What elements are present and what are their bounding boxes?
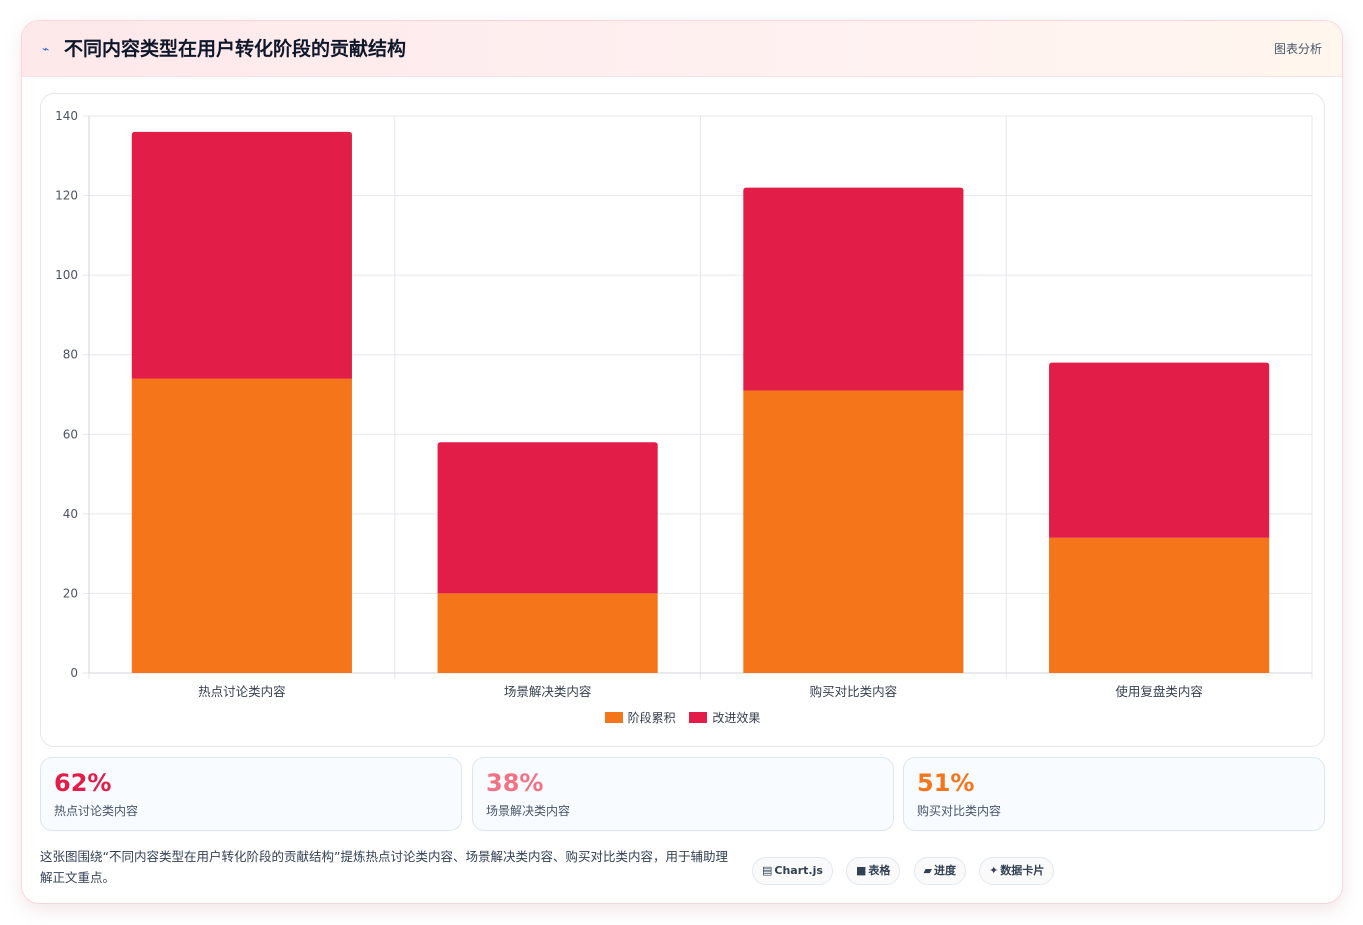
stat-card-2: 51% 购买对比类内容 xyxy=(903,757,1325,831)
chip-label: 表格 xyxy=(868,864,891,877)
table-icon: ■ xyxy=(856,864,867,877)
x-tick-label: 购买对比类内容 xyxy=(810,684,898,699)
x-tick-label: 热点讨论类内容 xyxy=(198,684,286,699)
stacked-bar-chart: 0 20 40 60 80 100 120 140 热点讨论类内容 场景解决类内容 购买对比类内容 使… xyxy=(55,109,1313,699)
chip-data-card[interactable]: ✦ 数据卡片 xyxy=(979,857,1055,885)
stat-value-1: 38% xyxy=(486,769,544,797)
bar-0-2 xyxy=(743,390,964,673)
y-tick-label: 20 xyxy=(63,586,78,600)
progress-icon: ▰ xyxy=(923,864,932,877)
chart-line-icon: ⌁ xyxy=(42,42,50,56)
legend-label-series-1: 改进效果 xyxy=(712,711,761,725)
tag-chips: ▤ Chart.js ■ 表格 ▰ 进度 ✦ 数据卡片 xyxy=(752,857,1062,885)
y-tick-label: 100 xyxy=(55,268,78,282)
legend-item-series-1[interactable]: 改进效果 xyxy=(689,709,760,726)
chip-label: Chart.js xyxy=(774,864,823,877)
bar-1-2 xyxy=(743,187,964,391)
stat-label-2: 购买对比类内容 xyxy=(917,804,1002,818)
bar-1-3 xyxy=(1049,362,1270,538)
stat-card-1: 38% 场景解决类内容 xyxy=(472,757,894,831)
chart-panel: 0 20 40 60 80 100 120 140 热点讨论类内容 场景解决类内容 购买对比类内容 使… xyxy=(40,93,1325,747)
x-tick-label: 使用复盘类内容 xyxy=(1115,684,1203,699)
bar-0-3 xyxy=(1049,537,1270,673)
chip-chartjs[interactable]: ▤ Chart.js xyxy=(752,857,833,885)
sparkle-icon: ✦ xyxy=(989,864,999,877)
stat-label-0: 热点讨论类内容 xyxy=(54,804,139,818)
y-tick-label: 140 xyxy=(55,109,78,123)
y-tick-label: 60 xyxy=(63,427,78,441)
legend-label-series-0: 阶段累积 xyxy=(627,711,676,725)
chip-table[interactable]: ■ 表格 xyxy=(846,857,901,885)
stat-value-0: 62% xyxy=(54,769,112,797)
chart-description: 这张图围绕“不同内容类型在用户转化阶段的贡献结构”提炼热点讨论类内容、场景解决类… xyxy=(40,849,728,885)
legend-swatch-series-1 xyxy=(689,712,708,723)
x-tick-label: 场景解决类内容 xyxy=(504,684,592,699)
bar-1-0 xyxy=(131,131,352,379)
card-header: ⌁ 不同内容类型在用户转化阶段的贡献结构 图表分析 xyxy=(22,21,1342,77)
legend-item-series-0[interactable]: 阶段累积 xyxy=(604,709,676,726)
y-tick-label: 80 xyxy=(63,348,78,362)
chart-legend: 阶段累积 改进效果 xyxy=(41,709,1324,726)
bar-1-1 xyxy=(437,442,658,594)
stat-label-1: 场景解决类内容 xyxy=(486,804,571,818)
legend-swatch-series-0 xyxy=(604,712,623,723)
chart-analysis-link[interactable]: 图表分析 xyxy=(1273,42,1322,56)
stat-card-0: 62% 热点讨论类内容 xyxy=(40,757,462,831)
chart-card: ⌁ 不同内容类型在用户转化阶段的贡献结构 图表分析 0 20 40 60 80 100 12… xyxy=(21,20,1343,904)
page-title: 不同内容类型在用户转化阶段的贡献结构 xyxy=(64,38,407,60)
bar-0-1 xyxy=(437,593,658,673)
y-tick-label: 120 xyxy=(55,189,78,203)
y-tick-label: 40 xyxy=(63,507,78,521)
y-tick-label: 0 xyxy=(70,666,78,680)
bar-0-0 xyxy=(131,378,352,673)
chip-label: 进度 xyxy=(933,864,956,877)
chart-icon: ▤ xyxy=(762,864,773,877)
chip-label: 数据卡片 xyxy=(1000,864,1045,877)
stat-value-2: 51% xyxy=(917,769,975,797)
chip-progress[interactable]: ▰ 进度 xyxy=(913,857,966,885)
